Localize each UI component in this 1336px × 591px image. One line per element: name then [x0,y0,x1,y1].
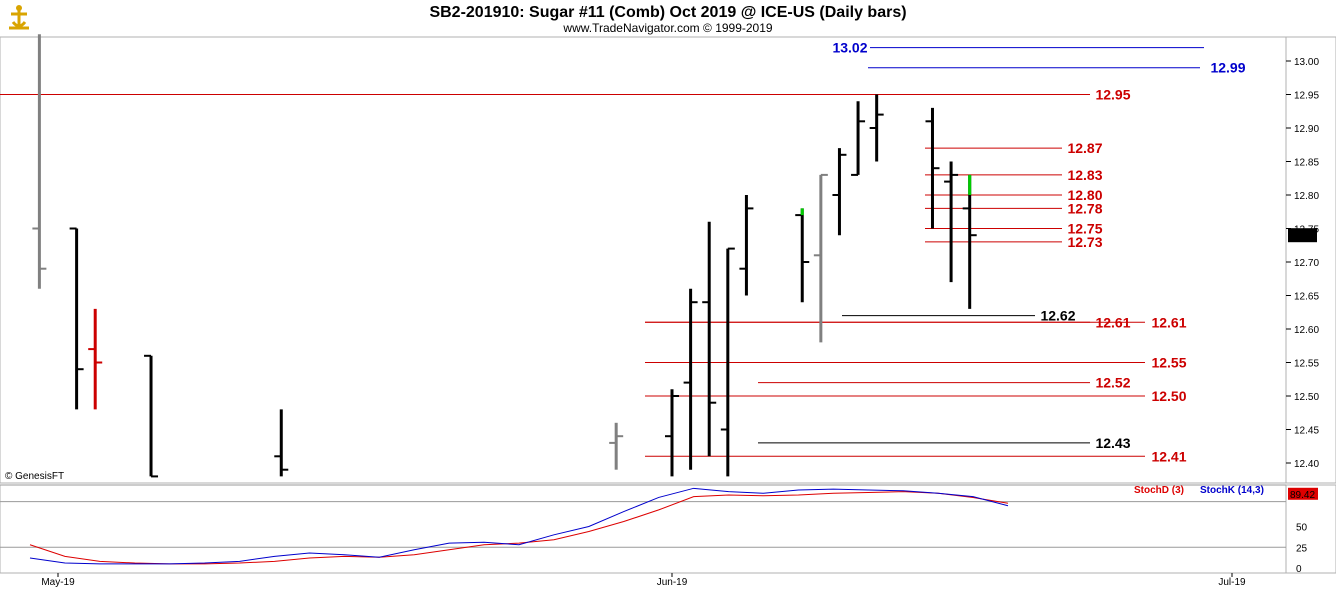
ohlc-bar [869,94,884,162]
price-tick-label: 12.70 [1294,258,1319,269]
ohlc-bar [720,247,735,477]
ohlc-bar [69,227,84,410]
ohlc-bar [32,34,47,289]
ohlc-bar [702,221,717,457]
level-label-12.83: 12.83 [1067,167,1102,183]
ohlc-bar [962,174,977,309]
level-label-12.43: 12.43 [1095,435,1130,451]
ohlc-bar [944,161,959,283]
stoch-tick-label: 0 [1296,564,1302,575]
ohlc-bar [851,101,866,176]
stoch-last-value-box [1288,487,1318,500]
price-tick-label: 12.85 [1294,158,1319,169]
ohlc-bar [88,308,103,410]
ohlc-bar [609,422,624,470]
ohlc-bar [832,148,847,236]
stoch-d-legend: StochD (3) [1134,485,1184,496]
level-label-12.52: 12.52 [1095,375,1130,391]
stoch-last-value-label: 89.42 [1290,490,1315,501]
stochastic-pane [0,484,1287,574]
date-tick-label: Jun-19 [657,577,688,588]
price-tick-label: 12.65 [1294,292,1319,303]
price-tick-label: 12.80 [1294,191,1319,202]
stoch-tick-label: 25 [1296,543,1308,554]
stoch-tick-label: 50 [1296,523,1308,534]
ohlc-bar [683,288,698,470]
price-tick-label: 13.00 [1294,57,1319,68]
price-tick-label: 12.45 [1294,426,1319,437]
level-label-12.78: 12.78 [1067,200,1102,216]
price-tick-label: 12.90 [1294,124,1319,135]
level-label-12.87: 12.87 [1067,140,1102,156]
level-label-12.61: 12.61 [1151,314,1186,330]
price-tick-label: 12.60 [1294,325,1319,336]
watermark-text: © GenesisFT [5,471,64,482]
price-tick-label: 12.50 [1294,392,1319,403]
ohlc-bar [274,409,289,477]
price-tick-label: 12.95 [1294,91,1319,102]
last-price-box [1288,228,1317,243]
level-label-13.02: 13.02 [832,40,867,56]
price-tick-label: 12.55 [1294,359,1319,370]
price-pane [0,36,1287,484]
ohlc-bar [144,354,159,478]
level-label-12.80: 12.80 [1067,187,1102,203]
price-tick-label: 12.40 [1294,459,1319,470]
stoch-k-line [29,487,1009,565]
price-axis [1285,36,1336,484]
level-label-12.41: 12.41 [1151,448,1186,464]
last-price-label: 12.74 [1290,231,1315,242]
ohlc-bar [665,389,679,477]
copyright-text: www.TradeNavigator.com © 1999-2019 [562,21,772,35]
level-label-12.95: 12.95 [1095,87,1130,103]
trade-navigator-logo-icon [4,3,34,33]
chart-title: SB2-201910: Sugar #11 (Comb) Oct 2019 @ … [429,4,906,21]
level-label-12.75: 12.75 [1067,221,1102,237]
stoch-k-legend: StochK (14,3) [1200,485,1264,496]
ohlc-bar [813,173,828,343]
level-label-12.55: 12.55 [1151,355,1186,371]
level-label-12.62: 12.62 [1040,308,1075,324]
level-label-12.73: 12.73 [1067,234,1102,250]
stoch-d-line [29,491,1009,565]
date-tick-label: May-19 [41,577,75,588]
date-tick-label: Jul-19 [1218,577,1246,588]
level-label-12.99: 12.99 [1210,60,1245,76]
level-label-12.50: 12.50 [1151,388,1186,404]
ohlc-bar [739,195,754,296]
ohlc-bar [925,107,940,229]
